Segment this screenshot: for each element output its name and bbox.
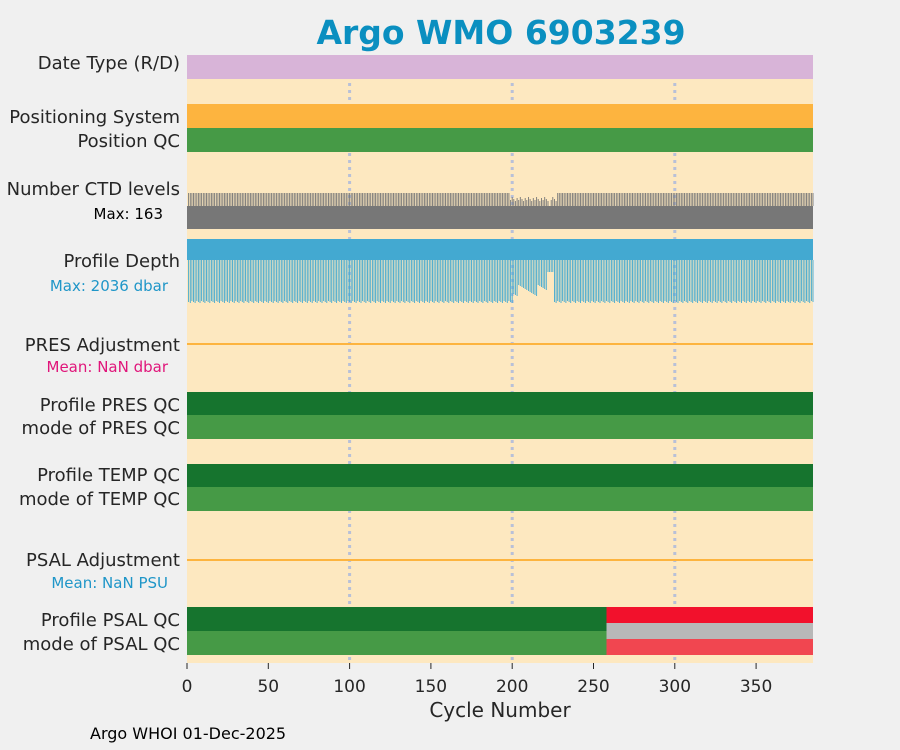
x-axis-label: Cycle Number	[429, 698, 571, 722]
row-label: PRES Adjustment	[25, 335, 180, 356]
chart-title: Argo WMO 6903239	[316, 13, 685, 52]
qc-segment	[606, 639, 813, 655]
qc-segment	[187, 639, 607, 655]
x-tick-label: 100	[333, 677, 365, 697]
x-tick-label: 350	[740, 677, 772, 697]
profile-depth-ticks	[188, 260, 814, 303]
row-label: Positioning System	[9, 107, 180, 128]
row-stat-label: Max: 163	[94, 205, 163, 223]
row-label: mode of PRES QC	[22, 418, 180, 439]
x-tick-label: 0	[182, 677, 193, 697]
footer-credit: Argo WHOI 01-Dec-2025	[90, 724, 287, 743]
row-label: Number CTD levels	[7, 179, 180, 200]
row-stat-label: Mean: NaN PSU	[51, 574, 168, 592]
qc-segment	[187, 104, 813, 128]
plot-background	[187, 55, 813, 663]
profile-depth-band	[187, 239, 813, 260]
row-label: Profile PSAL QC	[41, 610, 180, 631]
qc-segment	[187, 464, 813, 487]
labels-layer: Date Type (R/D) Positioning System Positio…	[7, 53, 180, 655]
row-label: Position QC	[77, 131, 180, 152]
bars-layer	[187, 55, 814, 655]
x-tick-label: 200	[496, 677, 528, 697]
x-tick-label: 300	[659, 677, 691, 697]
x-axis: 0 50 100 150 200 250 300 350	[182, 663, 772, 697]
row-label: mode of TEMP QC	[19, 489, 180, 510]
row-stat-label: Mean: NaN dbar	[47, 358, 169, 376]
row-label: Profile PRES QC	[40, 395, 180, 416]
x-tick-label: 150	[415, 677, 447, 697]
qc-segment	[187, 607, 607, 623]
qc-segment	[187, 128, 813, 152]
row-stat-label: Max: 2036 dbar	[50, 277, 169, 295]
psal-mode-band	[187, 631, 607, 639]
qc-segment	[187, 392, 813, 415]
ctd-levels-ticks	[188, 193, 814, 211]
row-label: Profile TEMP QC	[37, 465, 180, 486]
grid-layer	[348, 55, 677, 663]
row-label: PSAL Adjustment	[26, 550, 180, 571]
qc-segment	[187, 55, 813, 79]
row-label: Date Type (R/D)	[38, 53, 180, 74]
row-label: Profile Depth	[63, 251, 180, 272]
qc-segment	[187, 415, 813, 439]
row-label: mode of PSAL QC	[23, 634, 180, 655]
psal-mid-band	[606, 623, 813, 639]
qc-segment	[606, 607, 813, 623]
ctd-levels-band	[187, 206, 813, 229]
qc-segment	[187, 487, 813, 511]
x-tick-label: 250	[577, 677, 609, 697]
x-tick-label: 50	[257, 677, 279, 697]
